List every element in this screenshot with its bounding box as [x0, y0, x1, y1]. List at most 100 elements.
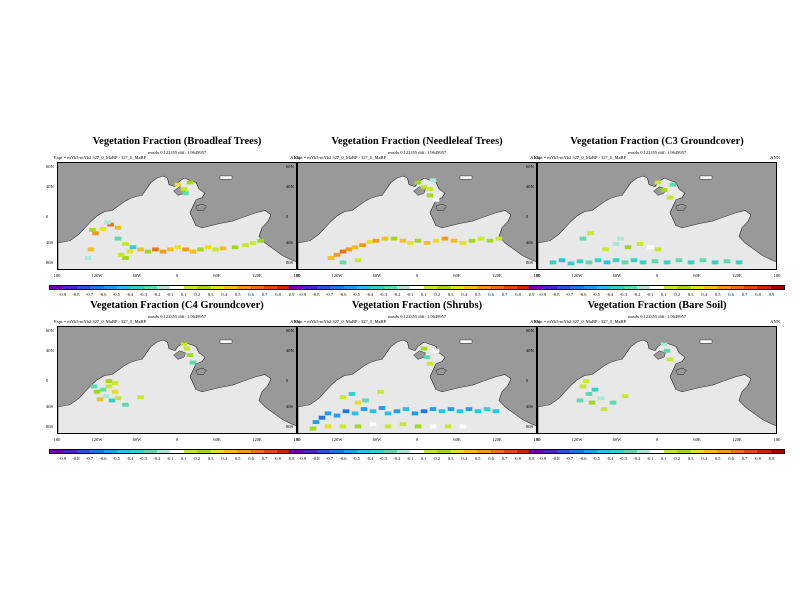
data-cell [597, 396, 605, 401]
data-cell [108, 398, 116, 403]
data-cell [126, 249, 134, 254]
data-cell [585, 260, 593, 265]
colorbar-tick-label: 0.3 [447, 292, 454, 297]
colorbar-tick-label: 0.1 [420, 292, 427, 297]
colorbar-tick-label: -0.2 [393, 456, 401, 461]
data-cell [231, 245, 239, 250]
colorbar-labels: -0.9 -0.8 -0.7 -0.6 -0.5 -0.4 -0.3 -0.2 -0.1 0.1 0… [49, 292, 305, 300]
colorbar-tick-label: 0.6 [488, 456, 494, 461]
y-tick-label: 60N [526, 328, 534, 333]
data-cell [137, 395, 144, 400]
data-cell [456, 409, 464, 414]
colorbar-tick-label: -0.7 [325, 292, 333, 297]
colorbar-tick-label: -0.1 [166, 292, 174, 297]
x-tick-label: 120E [492, 437, 502, 442]
colorbar-swatch [477, 450, 491, 453]
colorbar-tick-label: -0.5 [352, 292, 360, 297]
colorbar-swatch [703, 450, 718, 453]
map-svg [58, 163, 296, 269]
y-tick-label: 0 [526, 378, 529, 383]
data-cell [558, 258, 566, 263]
colorbar-swatch [450, 286, 464, 289]
data-cell [114, 236, 122, 241]
x-tick-label: 120E [732, 437, 742, 442]
colorbar-swatch [663, 450, 678, 453]
panel-subtitle: rmsdx 0.122355 diff: 1.9649957 [627, 314, 687, 319]
colorbar-swatch [50, 286, 64, 289]
panel-experiment-label: Expt = mYb3-mYb2 327_0_MaBP - 327_0_MaBP [534, 319, 626, 324]
colorbar-swatch [770, 450, 785, 453]
colorbar-swatch [610, 286, 624, 289]
y-tick-label: 0 [526, 214, 529, 219]
data-cell [602, 247, 609, 252]
colorbar-tick-label: 0.2 [674, 456, 681, 461]
colorbar-swatch [90, 450, 104, 453]
data-cell [354, 424, 362, 429]
colorbar-swatch [410, 450, 424, 453]
data-cell [612, 258, 620, 263]
data-cell [483, 407, 491, 412]
data-cell [339, 260, 347, 265]
map-frame [297, 162, 537, 270]
y-tick-label: 40N [526, 184, 534, 189]
y-tick-label: 80S [286, 260, 294, 265]
colorbar-swatch [623, 450, 637, 453]
colorbar-tick-label: 0.7 [741, 456, 748, 461]
y-tick-label: 40S [46, 404, 54, 409]
colorbar-swatch [437, 286, 451, 289]
colorbar-tick-label: -0.5 [112, 292, 120, 297]
data-cell [180, 342, 188, 347]
colorbar-tick-label: 0.4 [461, 456, 467, 461]
colorbar [49, 285, 305, 290]
colorbar-swatch [744, 450, 758, 453]
colorbar-tick-label: -0.2 [633, 456, 641, 461]
colorbar-swatch [130, 450, 144, 453]
data-cell [654, 180, 662, 185]
colorbar-tick-label: -0.9 [538, 456, 547, 461]
colorbar-tick-label: -0.4 [366, 292, 374, 297]
colorbar-tick-label: -0.6 [339, 292, 347, 297]
colorbar-swatch [103, 286, 117, 289]
colorbar-swatch [157, 450, 171, 453]
y-tick-label: 40N [286, 184, 294, 189]
colorbar-swatch [770, 286, 785, 289]
panel-title: Vegetation Fraction (Shrubs) [351, 300, 483, 311]
data-cell [348, 392, 356, 396]
colorbar-swatch [583, 286, 597, 289]
colorbar-tick-label: 0.8 [275, 456, 281, 461]
colorbar-tick-label: -0.5 [592, 456, 600, 461]
y-tick-label: 0 [46, 214, 49, 219]
colorbar-swatch [223, 286, 238, 289]
colorbar-swatch [343, 450, 357, 453]
panel-season-label: ANN [290, 319, 300, 324]
inland-water-1 [675, 367, 687, 375]
panel-season-label: ANN [770, 319, 780, 324]
colorbar-swatch [397, 450, 411, 453]
colorbar-swatch [490, 286, 504, 289]
x-tick-label: 0 [415, 437, 419, 442]
y-tick-label: 40S [46, 240, 54, 245]
x-tick-label: 180 [293, 273, 301, 278]
colorbar-labels: -0.9 -0.8 -0.7 -0.6 -0.5 -0.4 -0.3 -0.2 -0.1 0.1 0… [529, 456, 785, 464]
x-tick-label: 0 [655, 437, 659, 442]
data-cell [432, 348, 440, 353]
colorbar-tick-label: 0.3 [687, 456, 694, 461]
colorbar-swatch [383, 450, 397, 453]
colorbar-tick-label: 0.6 [488, 292, 494, 297]
colorbar-tick-label: 0.5 [714, 456, 721, 461]
colorbar-tick-label: -0.8 [552, 292, 560, 297]
colorbar-tick-label: 0.2 [434, 456, 441, 461]
data-cell [369, 409, 377, 414]
data-cell [588, 400, 596, 405]
data-cell [99, 226, 107, 231]
x-tick-label: 120W [331, 273, 343, 278]
x-tick-label: 60E [453, 437, 461, 442]
colorbar-labels: -0.9 -0.8 -0.7 -0.6 -0.5 -0.4 -0.3 -0.2 -0.1 0.1 0… [49, 456, 305, 464]
colorbar-swatch [383, 286, 397, 289]
colorbar-tick-label: -0.6 [339, 456, 347, 461]
colorbar-tick-label: 0.7 [741, 292, 748, 297]
y-tick-label: 80S [526, 424, 534, 429]
colorbar-swatch [543, 450, 557, 453]
colorbar-tick-label: -0.9 [58, 456, 67, 461]
data-cell [372, 238, 380, 243]
